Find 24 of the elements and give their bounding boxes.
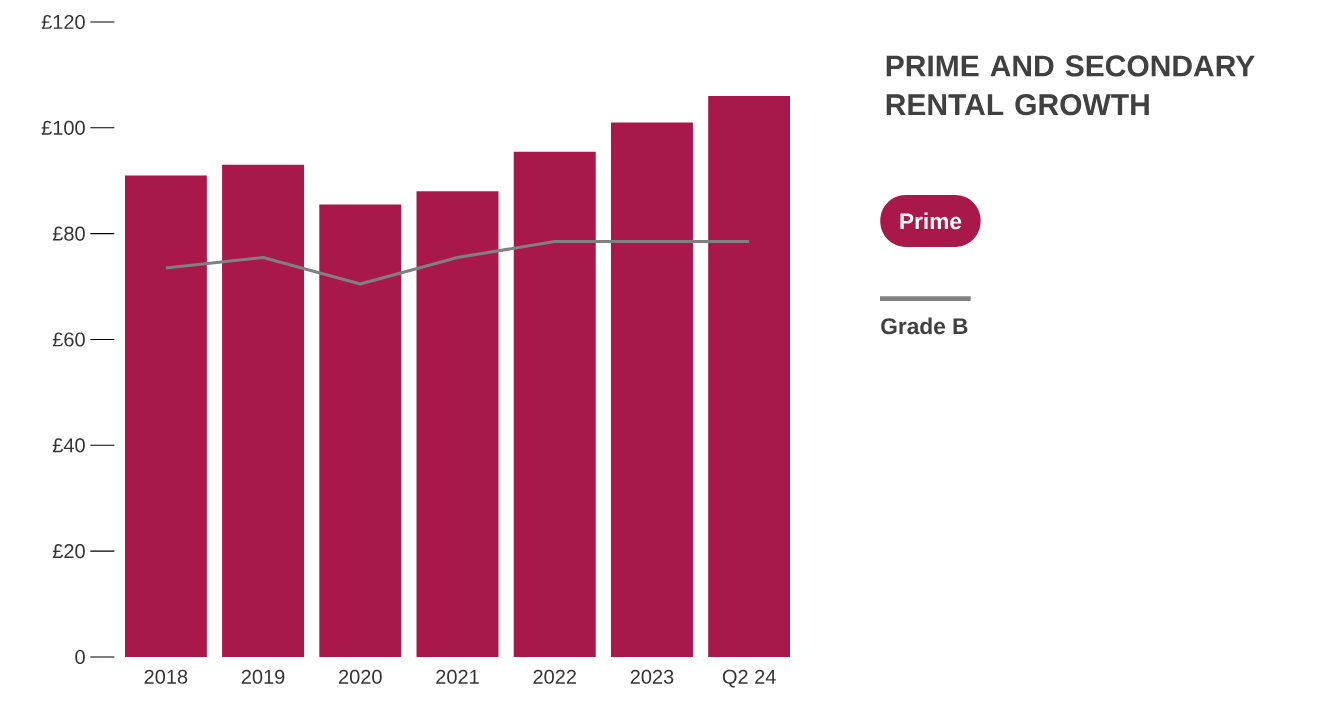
y-tick-label: £100 [41, 120, 85, 135]
bar [513, 151, 596, 657]
x-tick-label: 2019 [241, 669, 285, 684]
x-tick-label: 2018 [144, 669, 188, 684]
y-tick-label: £40 [52, 438, 85, 453]
x-tick-label: 2023 [630, 669, 674, 684]
bar [708, 96, 791, 657]
y-tick-label: 0 [75, 649, 85, 665]
text: PRIME AND SECONDARY RENTAL GROWTH [886, 55, 1255, 116]
bar [222, 164, 305, 657]
x-tick-label: Q2 24 [722, 669, 776, 688]
legend-label: Grade B [881, 317, 968, 335]
y-tick-label: £120 [41, 14, 85, 30]
bar [610, 122, 693, 657]
x-tick-label: 2020 [339, 669, 382, 684]
x-tick-label: 2021 [436, 669, 479, 684]
bar [319, 204, 402, 657]
y-tick-label: £60 [52, 332, 85, 347]
text: Prime [900, 212, 962, 230]
x-tick-label: 2022 [533, 669, 576, 684]
bar [416, 191, 499, 657]
y-tick-label: £80 [52, 226, 85, 241]
y-tick-label: £20 [52, 544, 85, 559]
bar [125, 175, 207, 657]
